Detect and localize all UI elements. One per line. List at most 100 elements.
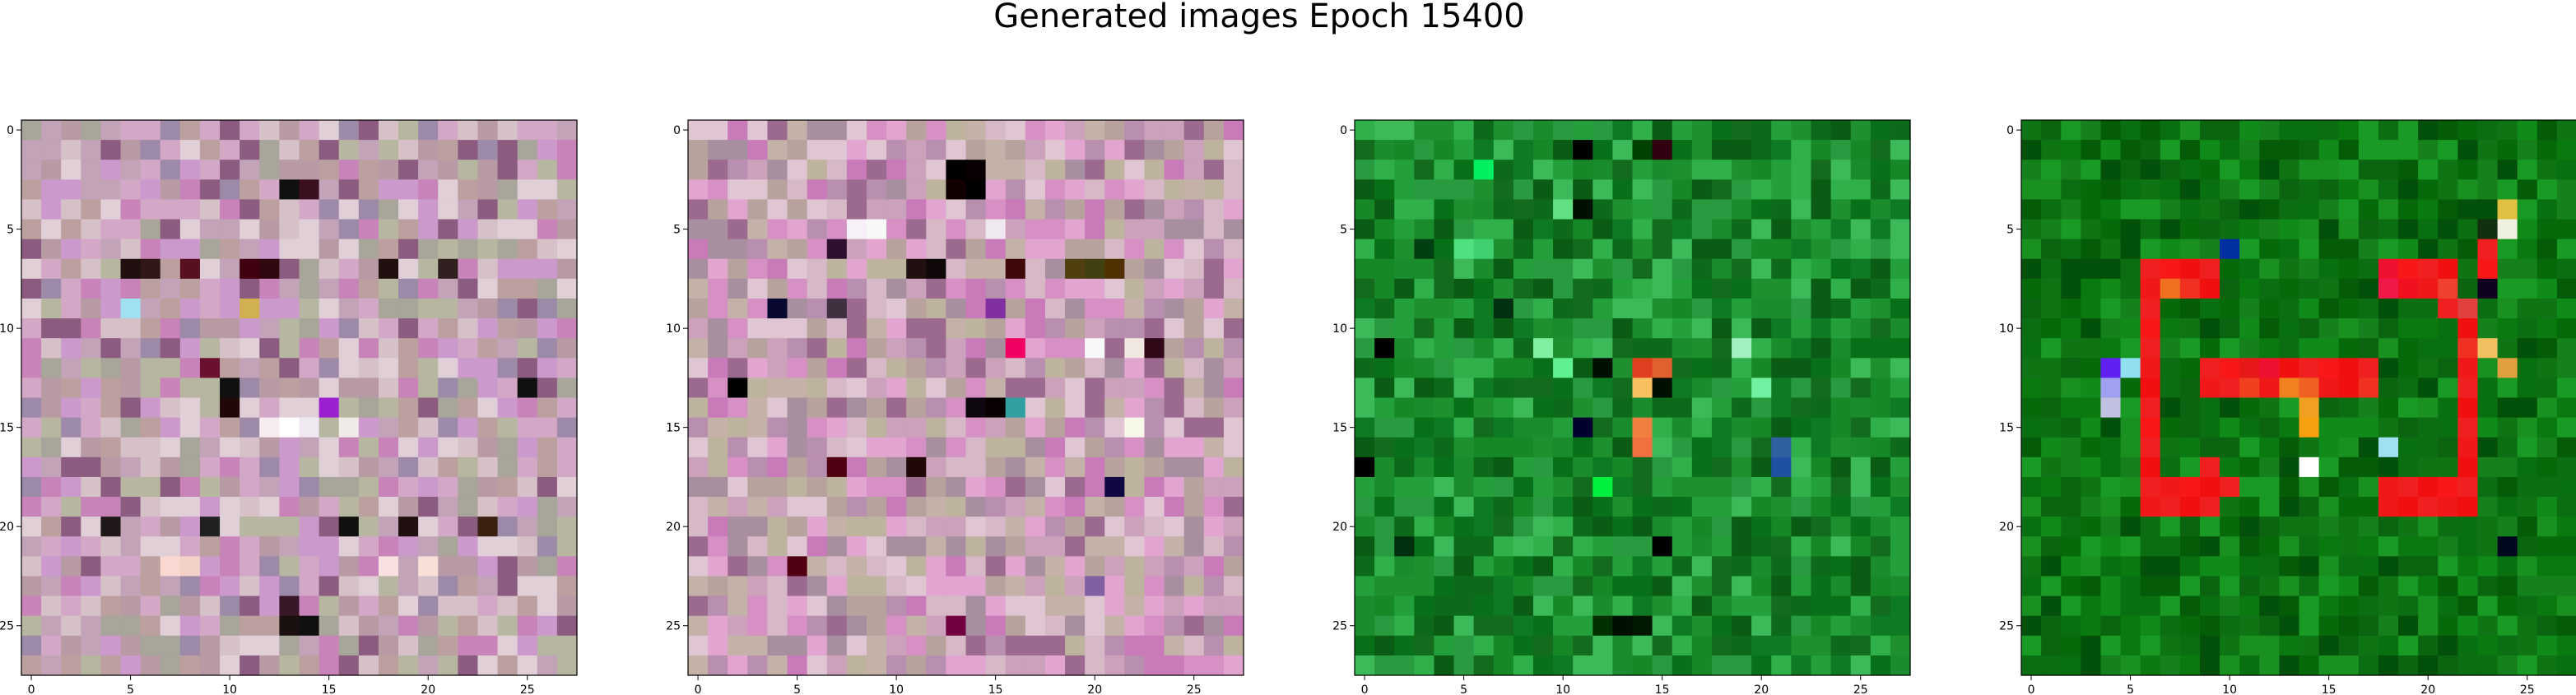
pixel-cell: [2438, 497, 2458, 517]
pixel-cell: [2061, 397, 2081, 419]
pixel-cell: [747, 378, 769, 399]
pixel-cell: [1612, 358, 1634, 378]
pixel-cell: [1124, 120, 1146, 141]
pixel-cell: [728, 655, 748, 676]
pixel-cell: [160, 120, 181, 141]
pixel-cell: [2239, 338, 2260, 359]
pixel-cell: [1553, 258, 1574, 280]
pixel-cell: [1890, 179, 1911, 201]
pixel-cell: [537, 258, 558, 280]
pixel-cell: [1044, 318, 1066, 339]
pixel-cell: [2140, 338, 2161, 359]
pixel-cell: [1104, 576, 1125, 597]
pixel-cell: [1005, 615, 1026, 637]
pixel-cell: [1612, 199, 1634, 220]
pixel-cell: [1044, 358, 1066, 378]
pixel-cell: [418, 476, 439, 498]
pixel-cell: [1414, 595, 1435, 617]
pixel-cell: [1791, 456, 1812, 478]
pixel-cell: [866, 239, 887, 260]
pixel-cell: [2497, 219, 2518, 240]
pixel-cell: [1394, 456, 1415, 478]
y-tick-label: 15: [666, 422, 681, 435]
pixel-cell: [2438, 219, 2458, 240]
pixel-cell: [1791, 258, 1812, 280]
pixel-cell: [2140, 635, 2161, 656]
pixel-cell: [279, 655, 300, 676]
pixel-cell: [497, 576, 518, 597]
pixel-cell: [1850, 258, 1872, 280]
pixel-cell: [1374, 655, 1395, 676]
pixel-cell: [418, 635, 439, 656]
pixel-cell: [537, 378, 558, 399]
pixel-cell: [1890, 140, 1911, 160]
pixel-cell: [2477, 397, 2499, 419]
pixel-cell: [1691, 595, 1713, 617]
pixel-cell: [1164, 476, 1185, 498]
pixel-cell: [2081, 179, 2102, 201]
pixel-cell: [1553, 219, 1574, 240]
pixel-cell: [1553, 179, 1574, 201]
pixel-cell: [1374, 298, 1395, 319]
pixel-cell: [1573, 338, 1593, 359]
pixel-cell: [1513, 655, 1534, 676]
pixel-cell: [2477, 258, 2499, 280]
pixel-cell: [1434, 417, 1455, 438]
pixel-cell: [1104, 298, 1125, 319]
pixel-cell: [728, 576, 748, 597]
pixel-cell: [517, 239, 538, 260]
pixel-cell: [728, 437, 748, 458]
pixel-cell: [2497, 437, 2518, 458]
pixel-cell: [319, 140, 340, 160]
pixel-cell: [378, 437, 399, 458]
pixel-cell: [199, 517, 221, 537]
pixel-cell: [1771, 258, 1792, 280]
pixel-cell: [120, 397, 142, 419]
pixel-cell: [1473, 517, 1495, 537]
pixel-cell: [1164, 199, 1185, 220]
pixel-cell: [100, 278, 122, 299]
pixel-cell: [1732, 298, 1752, 319]
pixel-cell: [2378, 437, 2399, 458]
pixel-cell: [1223, 140, 1244, 160]
pixel-cell: [1355, 179, 1375, 201]
pixel-cell: [537, 655, 558, 676]
pixel-cell: [1890, 556, 1911, 577]
pixel-cell: [1394, 179, 1415, 201]
pixel-cell: [220, 160, 240, 180]
pixel-cell: [458, 497, 479, 517]
pixel-cell: [866, 437, 887, 458]
pixel-cell: [1711, 635, 1732, 656]
pixel-cell: [866, 476, 887, 498]
pixel-cell: [21, 635, 42, 656]
pixel-cell: [497, 437, 518, 458]
pixel-cell: [2220, 476, 2240, 498]
pixel-cell: [279, 615, 300, 637]
pixel-cell: [1434, 278, 1455, 299]
pixel-cell: [2299, 219, 2320, 240]
pixel-cell: [2556, 556, 2576, 577]
pixel-cell: [319, 517, 340, 537]
pixel-cell: [61, 397, 81, 419]
pixel-cell: [2556, 635, 2576, 656]
pixel-cell: [21, 219, 42, 240]
pixel-cell: [1124, 536, 1146, 557]
pixel-cell: [1144, 437, 1165, 458]
pixel-cell: [1414, 517, 1435, 537]
pixel-cell: [2220, 318, 2240, 339]
pixel-cell: [299, 536, 320, 557]
pixel-cell: [946, 219, 967, 240]
x-tick-label: 5: [793, 683, 801, 695]
pixel-cell: [2081, 615, 2102, 637]
pixel-cell: [1144, 140, 1165, 160]
pixel-cell: [1005, 358, 1026, 378]
x-tick-label: 20: [2420, 683, 2435, 695]
pixel-cell: [259, 417, 280, 438]
pixel-cell: [1632, 219, 1653, 240]
pixel-cell: [556, 219, 578, 240]
pixel-cell: [688, 536, 709, 557]
pixel-cell: [886, 278, 907, 299]
pixel-cell: [1612, 517, 1634, 537]
pixel-cell: [2418, 140, 2439, 160]
pixel-cell: [688, 160, 709, 180]
